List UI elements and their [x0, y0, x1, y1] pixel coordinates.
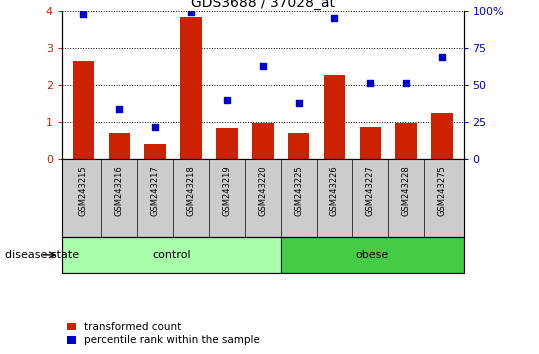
Bar — [216, 128, 238, 159]
Bar — [431, 113, 453, 159]
Text: GSM243227: GSM243227 — [366, 166, 375, 216]
Text: GSM243219: GSM243219 — [223, 166, 231, 216]
Bar — [181, 17, 202, 159]
Point — [186, 9, 195, 15]
Text: GSM243220: GSM243220 — [258, 166, 267, 216]
Point — [330, 15, 339, 21]
Point — [151, 124, 160, 130]
Bar — [62, 237, 281, 273]
Bar — [396, 123, 417, 159]
Bar — [108, 132, 130, 159]
Text: GSM243228: GSM243228 — [402, 166, 411, 216]
Point — [259, 63, 267, 68]
Point — [438, 54, 446, 59]
Text: GSM243275: GSM243275 — [438, 166, 446, 216]
Text: control: control — [152, 250, 191, 260]
Point — [79, 11, 88, 16]
Bar — [324, 75, 345, 159]
Text: GSM243225: GSM243225 — [294, 166, 303, 216]
Text: obese: obese — [356, 250, 389, 260]
Bar — [281, 237, 464, 273]
Point — [294, 100, 303, 105]
Title: GDS3688 / 37028_at: GDS3688 / 37028_at — [191, 0, 335, 10]
Bar — [360, 127, 381, 159]
Bar — [252, 123, 273, 159]
Bar — [144, 144, 166, 159]
Text: disease state: disease state — [5, 250, 80, 260]
Text: GSM243216: GSM243216 — [115, 166, 124, 216]
Point — [115, 106, 123, 112]
Bar — [288, 132, 309, 159]
Text: GSM243217: GSM243217 — [151, 166, 160, 216]
Point — [366, 81, 375, 86]
Bar — [73, 61, 94, 159]
Point — [223, 97, 231, 103]
Point — [402, 81, 411, 86]
Legend: transformed count, percentile rank within the sample: transformed count, percentile rank withi… — [67, 322, 260, 345]
Text: GSM243218: GSM243218 — [186, 166, 196, 216]
Text: GSM243226: GSM243226 — [330, 166, 339, 216]
Text: GSM243215: GSM243215 — [79, 166, 88, 216]
